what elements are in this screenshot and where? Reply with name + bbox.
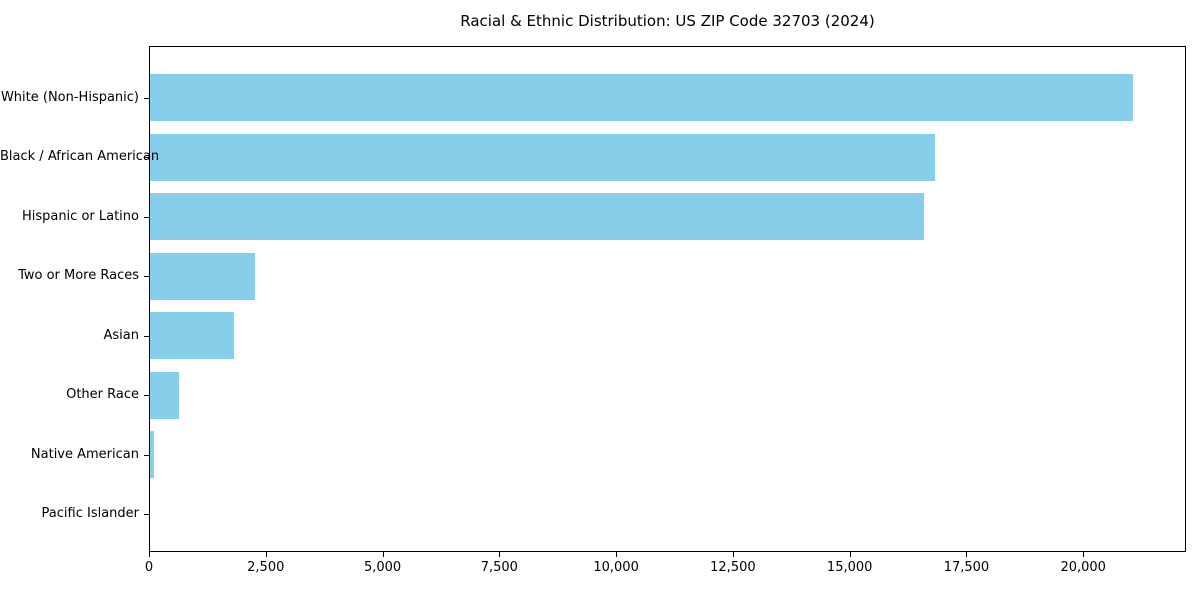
x-tick-label: 15,000 — [826, 560, 873, 575]
y-tick-mark — [144, 455, 149, 456]
bar-hispanic-or-latino — [150, 193, 925, 241]
chart-title: Racial & Ethnic Distribution: US ZIP Cod… — [460, 12, 875, 30]
x-tick-mark — [616, 552, 617, 557]
y-axis-label-asian: Asian — [103, 327, 139, 343]
y-tick-mark — [144, 157, 149, 158]
plot-area — [149, 46, 1186, 552]
x-tick-mark — [499, 552, 500, 557]
y-axis-label-two-or-more-races: Two or More Races — [18, 268, 139, 284]
y-tick-mark — [144, 395, 149, 396]
x-tick-label: 2,500 — [247, 560, 285, 575]
bar-other-race — [150, 371, 179, 419]
x-tick-label: 12,500 — [710, 560, 756, 575]
x-tick-mark — [966, 552, 967, 557]
bar-white-non-hispanic — [150, 74, 1134, 121]
y-tick-mark — [144, 276, 149, 277]
x-tick-label: 7,500 — [480, 560, 518, 575]
bar-asian — [150, 312, 235, 360]
y-axis-label-native-american: Native American — [30, 446, 139, 462]
bar-native-american — [150, 431, 154, 479]
x-tick-label: 20,000 — [1060, 560, 1106, 575]
x-tick-label: 0 — [144, 560, 154, 575]
y-tick-mark — [144, 217, 149, 218]
x-tick-label: 5,000 — [363, 560, 402, 575]
y-axis-label-hispanic-or-latino: Hispanic or Latino — [21, 208, 139, 224]
x-tick-label: 10,000 — [593, 560, 639, 575]
y-tick-mark — [144, 98, 149, 99]
x-tick-mark — [1083, 552, 1084, 557]
x-tick-mark — [149, 552, 150, 557]
y-tick-mark — [144, 514, 149, 515]
x-tick-mark — [850, 552, 851, 557]
x-tick-mark — [383, 552, 384, 557]
x-tick-mark — [266, 552, 267, 557]
x-tick-label: 17,500 — [943, 560, 990, 575]
y-tick-mark — [144, 336, 149, 337]
y-axis-label-white-non-hispanic: White (Non-Hispanic) — [0, 89, 139, 105]
x-tick-mark — [733, 552, 734, 557]
bar-black-african-american — [150, 133, 935, 181]
y-axis-label-pacific-islander: Pacific Islander — [41, 506, 139, 522]
y-axis-label-other-race: Other Race — [66, 387, 139, 403]
y-axis-label-black-african-american: Black / African American — [0, 149, 160, 165]
bar-two-or-more-races — [150, 252, 256, 300]
